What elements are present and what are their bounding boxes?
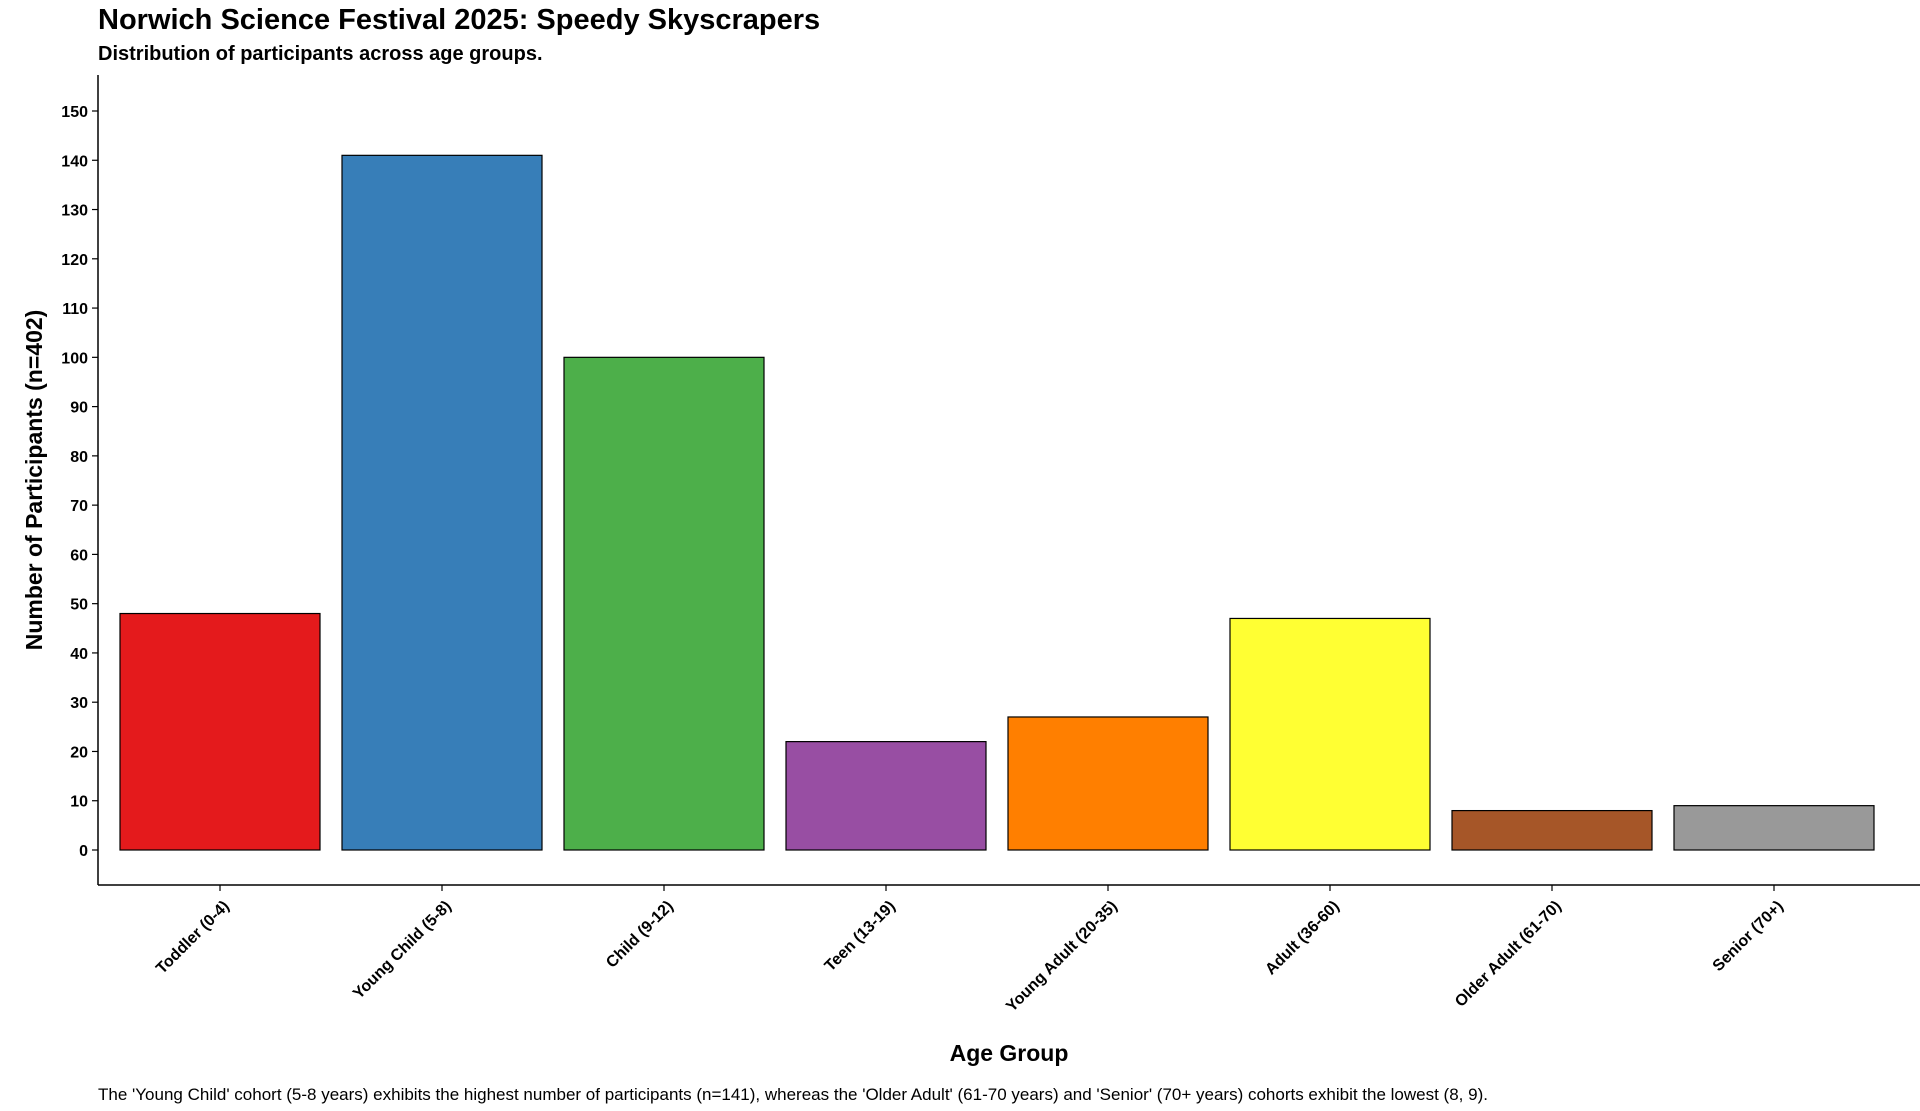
x-tick-label: Teen (13-19) bbox=[822, 898, 899, 975]
chart-caption: The 'Young Child' cohort (5-8 years) exh… bbox=[98, 1085, 1488, 1104]
bar bbox=[563, 356, 765, 851]
y-tick-label: 70 bbox=[70, 498, 88, 515]
y-tick-label: 40 bbox=[70, 646, 88, 663]
x-tick-label: Child (9-12) bbox=[603, 898, 677, 972]
y-tick-label: 140 bbox=[61, 153, 88, 170]
y-tick-label: 50 bbox=[70, 597, 88, 614]
y-tick-label: 10 bbox=[70, 794, 88, 811]
y-axis-ticks: 0 10 20 30 40 50 60 70 80 90 100 110 120 130 140 150 bbox=[61, 104, 98, 860]
y-axis-title: Number of Participants (n=402) bbox=[21, 310, 47, 651]
bar bbox=[341, 154, 543, 851]
bar bbox=[1007, 716, 1209, 851]
x-tick-label: Young Adult (20-35) bbox=[1003, 898, 1121, 1016]
bar-chart: 0 10 20 30 40 50 60 70 80 90 100 110 120 130 140 150 To… bbox=[21, 75, 1920, 1066]
y-tick-label: 150 bbox=[61, 104, 88, 121]
y-tick-label: 100 bbox=[61, 350, 88, 367]
chart-title: Norwich Science Festival 2025: Speedy Sk… bbox=[98, 4, 821, 36]
bar bbox=[1229, 617, 1431, 851]
chart-subtitle: Distribution of participants across age … bbox=[98, 43, 543, 65]
bar bbox=[1673, 805, 1875, 851]
x-axis-title: Age Group bbox=[950, 1040, 1069, 1066]
x-tick-label: Adult (36-60) bbox=[1262, 898, 1343, 979]
y-tick-label: 90 bbox=[70, 400, 88, 417]
x-axis-ticks: Toddler (0-4) Young Child (5-8) Child (9-1… bbox=[153, 885, 1787, 1015]
x-tick-label: Senior (70+) bbox=[1710, 898, 1787, 975]
bar bbox=[119, 612, 321, 851]
y-tick-label: 60 bbox=[70, 547, 88, 564]
y-tick-label: 20 bbox=[70, 744, 88, 761]
x-tick-label: Young Child (5-8) bbox=[350, 898, 455, 1003]
y-tick-label: 0 bbox=[79, 843, 88, 860]
bar bbox=[785, 741, 987, 851]
x-tick-label: Older Adult (61-70) bbox=[1452, 898, 1565, 1011]
y-tick-label: 110 bbox=[62, 301, 88, 318]
y-tick-label: 130 bbox=[61, 203, 88, 220]
x-tick-label: Toddler (0-4) bbox=[153, 898, 233, 978]
y-tick-label: 30 bbox=[70, 695, 88, 712]
y-tick-label: 120 bbox=[61, 252, 88, 269]
bar bbox=[1451, 809, 1653, 851]
bars-group bbox=[119, 154, 1875, 851]
y-tick-label: 80 bbox=[70, 449, 88, 466]
